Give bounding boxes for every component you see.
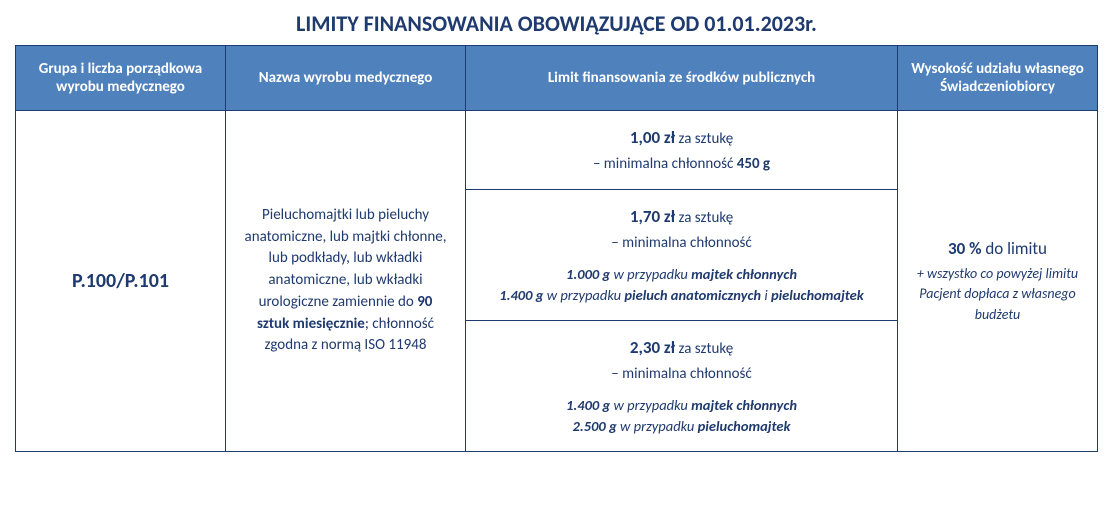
cell-tier-2: 1,70 zł za sztukę – minimalna chłonność … bbox=[466, 190, 898, 321]
tier2-d2-item2: pieluchomajtek bbox=[771, 286, 864, 304]
tier2-d1-item: majtek chłonnych bbox=[691, 265, 797, 283]
tier3-d2-mid: w przypadku bbox=[617, 417, 698, 435]
tier3-d1-item: majtek chłonnych bbox=[691, 396, 797, 414]
cell-share: 30 % do limitu + wszystko co powyżej lim… bbox=[898, 111, 1098, 452]
tier3-minabs-prefix: – minimalna chłonność bbox=[611, 365, 751, 383]
cell-group: P.100/P.101 bbox=[16, 111, 226, 452]
tier3-d2-item: pieluchomajtek bbox=[698, 417, 791, 435]
tier2-d1-mid: w przypadku bbox=[610, 265, 691, 283]
tier2-per: za sztukę bbox=[675, 209, 733, 227]
cell-tier-1: 1,00 zł za sztukę – minimalna chłonność … bbox=[466, 111, 898, 190]
table-header-row: Grupa i liczba porządkowa wyrobu medyczn… bbox=[16, 46, 1098, 111]
tier1-minabs-value: 450 g bbox=[737, 155, 770, 173]
cell-tier-3: 2,30 zł za sztukę – minimalna chłonność … bbox=[466, 321, 898, 452]
header-group: Grupa i liczba porządkowa wyrobu medyczn… bbox=[16, 46, 226, 111]
tier1-per: za sztukę bbox=[675, 130, 733, 148]
header-share: Wysokość udziału własnego Świadczeniobio… bbox=[898, 46, 1098, 111]
header-product: Nazwa wyrobu medycznego bbox=[226, 46, 466, 111]
tier2-d2-mid: w przypadku bbox=[543, 286, 624, 304]
group-code: P.100/P.101 bbox=[72, 269, 169, 293]
tier2-d2-item: pieluch anatomicznych bbox=[624, 286, 761, 304]
page-title: LIMITY FINANSOWANIA OBOWIĄZUJĄCE OD 01.0… bbox=[15, 10, 1098, 37]
tier3-d1-weight: 1.400 g bbox=[566, 396, 610, 414]
cell-product: Pieluchomajtki lub pieluchy anatomiczne,… bbox=[226, 111, 466, 452]
tier1-price: 1,00 zł bbox=[630, 127, 675, 148]
tier3-price: 2,30 zł bbox=[630, 337, 675, 358]
tier3-d2-weight: 2.500 g bbox=[573, 417, 617, 435]
share-pct: 30 % bbox=[948, 238, 981, 259]
tier2-minabs-prefix: – minimalna chłonność bbox=[611, 234, 751, 252]
tier1-minabs-prefix: – minimalna chłonność bbox=[593, 155, 737, 173]
table-row: P.100/P.101 Pieluchomajtki lub pieluchy … bbox=[16, 111, 1098, 190]
share-note: + wszystko co powyżej limitu Pacjent dop… bbox=[914, 264, 1081, 325]
tier2-d2-weight: 1.400 g bbox=[499, 286, 543, 304]
header-limit: Limit finansowania ze środków publicznyc… bbox=[466, 46, 898, 111]
tier2-d1-weight: 1.000 g bbox=[566, 265, 610, 283]
financing-table: Grupa i liczba porządkowa wyrobu medyczn… bbox=[15, 45, 1098, 452]
tier2-price: 1,70 zł bbox=[630, 206, 675, 227]
tier2-d2-suffix: i bbox=[761, 286, 771, 304]
tier3-per: za sztukę bbox=[675, 340, 733, 358]
share-label: do limitu bbox=[981, 238, 1047, 259]
tier3-d1-mid: w przypadku bbox=[610, 396, 691, 414]
